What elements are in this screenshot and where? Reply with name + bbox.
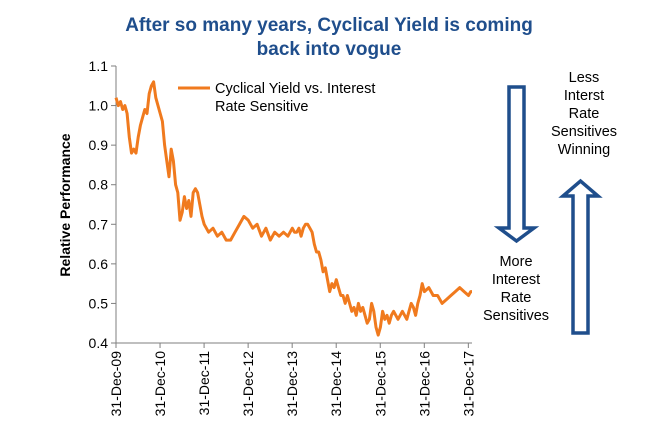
y-tick-label: 0.7 [89, 216, 109, 232]
x-tick-label: 31-Dec-11 [196, 351, 212, 416]
y-ticks: 0.4 0.5 0.6 0.7 0.8 0.9 1.0 1.1 [89, 58, 116, 351]
annotation-line: Rate [501, 290, 532, 306]
chart-title-line-2: back into vogue [257, 39, 402, 60]
y-tick-label: 1.0 [89, 98, 109, 114]
y-axis-label: Relative Performance [57, 133, 73, 276]
annotation-more-interest-rate: More Interest Rate Sensitives [483, 254, 549, 324]
annotation-line: Winning [558, 142, 610, 158]
y-tick-label: 1.1 [89, 58, 109, 74]
annotation-line: Less [569, 70, 600, 86]
chart-title-line-1: After so many years, Cyclical Yield is c… [125, 15, 533, 36]
y-tick-label: 0.8 [89, 177, 109, 193]
y-tick-label: 0.5 [89, 295, 109, 311]
series-line-cyclical-yield [114, 80, 473, 337]
x-ticks: 31-Dec-09 31-Dec-10 31-Dec-11 31-Dec-12 31-D… [108, 343, 476, 416]
annotation-line: Interest [492, 272, 540, 288]
y-tick-label: 0.9 [89, 137, 109, 153]
up-arrow-icon [558, 178, 603, 335]
x-tick-label: 31-Dec-09 [108, 351, 124, 417]
annotation-less-interest-rate: Less Interst Rate Sensitives Winning [551, 70, 617, 158]
y-tick-label: 0.6 [89, 256, 109, 272]
y-tick-label: 0.4 [89, 335, 109, 351]
legend-label-line-1: Cyclical Yield vs. Interest [215, 81, 375, 97]
annotation-line: Sensitives [483, 308, 549, 324]
x-tick-label: 31-Dec-17 [460, 351, 476, 417]
x-tick-label: 31-Dec-13 [284, 351, 300, 417]
x-tick-label: 31-Dec-14 [328, 351, 344, 417]
annotation-line: More [499, 254, 532, 270]
x-tick-label: 31-Dec-16 [416, 351, 432, 417]
x-tick-label: 31-Dec-12 [240, 351, 256, 417]
legend-label-line-2: Rate Sensitive [215, 99, 309, 115]
x-tick-label: 31-Dec-15 [372, 351, 388, 417]
annotation-line: Rate [569, 106, 600, 122]
annotation-line: Interst [564, 88, 604, 104]
annotation-line: Sensitives [551, 124, 617, 140]
x-tick-label: 31-Dec-10 [152, 351, 168, 417]
down-arrow-icon [493, 85, 540, 244]
